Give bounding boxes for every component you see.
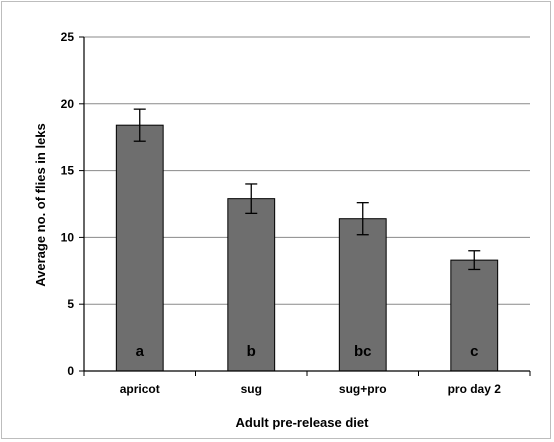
- group-letters: a b bc c: [136, 343, 479, 360]
- group-letter-3: bc: [354, 343, 372, 360]
- y-tick-label-15: 15: [61, 164, 75, 178]
- x-tick-labels: apricot sug sug+pro pro day 2: [120, 382, 502, 396]
- y-tick-label-5: 5: [67, 297, 74, 311]
- bar-1: [115, 124, 164, 372]
- group-letter-4: c: [470, 343, 478, 360]
- y-tick-label-0: 0: [67, 364, 74, 378]
- x-tick-label-1: apricot: [120, 382, 160, 396]
- y-tick-labels: 0 5 10 15 20 25: [61, 30, 75, 378]
- axes-group: [79, 36, 531, 376]
- y-tick-label-10: 10: [61, 230, 75, 244]
- x-tick-label-2: sug: [241, 382, 262, 396]
- group-letter-1: a: [136, 343, 145, 360]
- x-tick-label-4: pro day 2: [448, 382, 502, 396]
- y-tick-label-20: 20: [61, 97, 75, 111]
- bars-group: [115, 124, 499, 372]
- group-letter-2: b: [247, 343, 256, 360]
- x-tick-label-3: sug+pro: [339, 382, 387, 396]
- y-axis-title: Average no. of flies in leks: [33, 123, 48, 287]
- error-bars-group: [133, 108, 481, 271]
- x-axis-title: Adult pre-release diet: [236, 415, 370, 430]
- y-tick-label-25: 25: [61, 30, 75, 44]
